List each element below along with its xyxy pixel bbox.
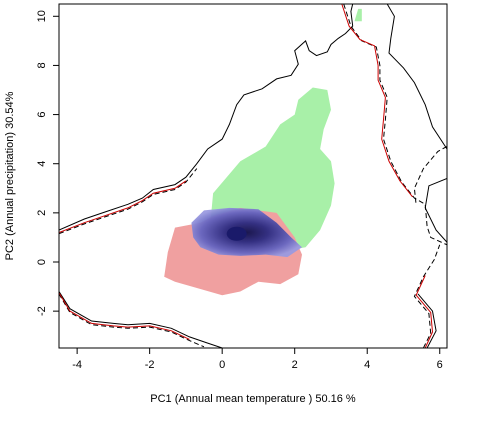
contour-solid-line [417,293,437,348]
y-tick-label: 2 [36,210,48,216]
y-tick-label: 0 [36,259,48,265]
x-tick-label: -2 [145,359,155,371]
x-axis: -4 -2 0 2 4 6 [72,348,443,371]
contour-dashed-line [413,146,447,206]
x-tick-label: 0 [219,359,225,371]
y-tick-label: 6 [36,112,48,118]
y-tick-label: 10 [36,10,48,22]
y-axis: -2 0 2 4 6 8 10 [36,10,59,316]
contour-red-line [59,180,187,233]
contour-red-line [341,4,413,198]
contour-dashed-line [59,168,198,235]
x-tick-label: -4 [72,359,82,371]
y-tick-label: 8 [36,62,48,68]
contour-dashed-line [413,244,441,348]
density-core-blue [226,226,247,241]
density-region-blue [191,207,302,258]
contour-lines [59,4,447,348]
x-axis-title: PC1 (Annual mean temperature ) 50.16 % [150,393,356,405]
x-tick-label: 4 [364,359,370,371]
contour-dashed-line [59,293,205,348]
contour-solid-line [59,4,354,231]
x-tick-label: 6 [437,359,443,371]
contour-solid-line [424,178,447,243]
contour-solid-line [59,291,223,348]
density-region-green-patch [354,8,362,22]
y-axis-title: PC2 (Annual precipitation) 30.54% [4,91,16,260]
contour-red-line [415,275,434,348]
y-tick-label: -2 [36,306,48,316]
contour-solid-line [386,4,447,150]
density-regions [164,8,362,296]
contour-red-line [59,292,190,340]
plot-frame [58,3,448,349]
y-tick-label: 4 [36,161,48,167]
x-tick-label: 2 [292,359,298,371]
